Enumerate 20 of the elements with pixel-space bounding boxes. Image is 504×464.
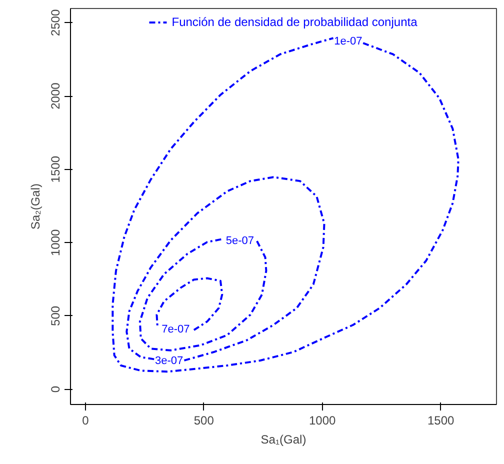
legend-label: Función de densidad de probabilidad conjunta — [172, 15, 418, 29]
x-axis-title: Sa₁(Gal) — [260, 432, 306, 446]
y-axis-title: Sa₂(Gal) — [28, 183, 42, 230]
y-tick-label: 2000 — [48, 82, 62, 110]
y-tick-label: 1500 — [48, 156, 62, 183]
x-tick-label: 1000 — [309, 414, 336, 428]
line-series — [156, 277, 224, 332]
line-series — [138, 238, 268, 352]
annotation: 3e-07 — [154, 354, 184, 367]
line-series — [112, 37, 460, 373]
y-tick-label: 500 — [48, 306, 62, 326]
annotation: 7e-07 — [162, 323, 190, 336]
y-tick-label: 2500 — [48, 9, 62, 36]
annotation: 5e-07 — [226, 235, 254, 247]
x-tick-label: 500 — [194, 414, 214, 428]
y-tick-label: 0 — [48, 386, 62, 393]
y-tick-label: 1000 — [48, 228, 62, 256]
annotation: 1e-07 — [334, 36, 362, 48]
x-tick-label: 1500 — [427, 414, 454, 428]
x-tick-label: 0 — [82, 414, 90, 428]
